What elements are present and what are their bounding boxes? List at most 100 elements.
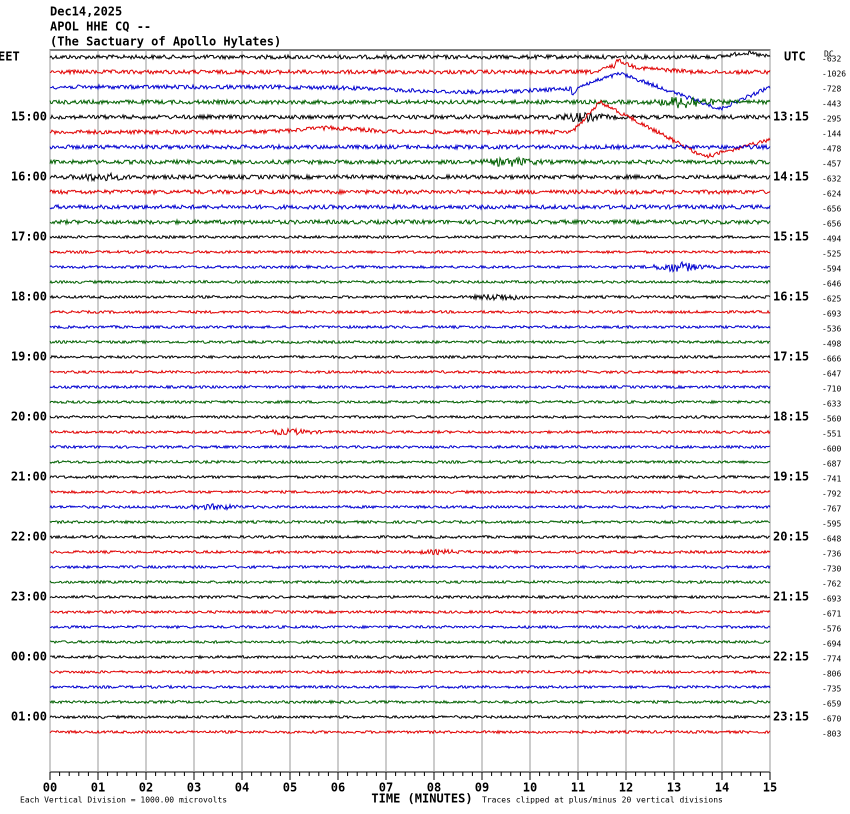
dc-value: -494 [822, 235, 841, 244]
dc-value: -632 [822, 55, 841, 64]
dc-value: -560 [822, 415, 841, 424]
trace [49, 399, 771, 405]
left-time: 20:00 [11, 410, 47, 424]
trace [49, 534, 770, 540]
dc-value: -728 [822, 85, 841, 94]
dc-value: -710 [822, 385, 841, 394]
trace [49, 324, 771, 330]
x-tick-label: 00 [43, 781, 57, 795]
dc-value: -624 [822, 190, 841, 199]
right-label: UTC [784, 50, 806, 64]
left-time: 23:00 [11, 590, 47, 604]
right-time: 17:15 [773, 350, 809, 364]
right-time: 20:15 [773, 530, 809, 544]
dc-value: -647 [822, 370, 841, 379]
title-line: APOL HHE CQ -- [50, 20, 151, 34]
x-tick-label: 05 [283, 781, 297, 795]
trace [49, 96, 771, 109]
trace [49, 234, 771, 240]
dc-value: -625 [822, 295, 841, 304]
x-tick-label: 01 [91, 781, 105, 795]
x-tick-label: 14 [715, 781, 729, 795]
dc-value: -694 [822, 640, 841, 649]
dc-value: -767 [822, 505, 841, 514]
dc-value: -648 [822, 535, 841, 544]
trace [49, 519, 771, 525]
x-tick-label: 12 [619, 781, 633, 795]
trace [49, 684, 771, 690]
trace [49, 218, 771, 226]
dc-value: -443 [822, 100, 841, 109]
x-tick-label: 03 [187, 781, 201, 795]
trace [49, 427, 771, 436]
trace [49, 99, 771, 159]
trace [49, 279, 771, 285]
trace [49, 414, 771, 420]
dc-value: -551 [822, 430, 841, 439]
trace [49, 384, 771, 390]
plot-frame [49, 49, 771, 773]
trace [49, 369, 771, 375]
left-time: 19:00 [11, 350, 47, 364]
dc-value: -633 [822, 400, 841, 409]
dc-value: -735 [822, 685, 841, 694]
trace [49, 609, 771, 615]
x-tick-label: 09 [475, 781, 489, 795]
dc-value: -576 [822, 625, 841, 634]
trace [49, 564, 771, 570]
trace [49, 654, 771, 660]
dc-value: -774 [822, 655, 841, 664]
trace [49, 474, 771, 480]
left-label: EET [0, 50, 20, 64]
trace [49, 354, 771, 360]
trace [49, 58, 771, 76]
x-tick-label: 02 [139, 781, 153, 795]
dc-value: -656 [822, 220, 841, 229]
dc-value: -536 [822, 325, 841, 334]
dc-value: -693 [822, 310, 841, 319]
title-line: Dec14,2025 [50, 5, 122, 19]
dc-value: -659 [822, 700, 841, 709]
trace [49, 249, 771, 255]
trace [49, 502, 771, 511]
dc-value: -741 [822, 475, 841, 484]
left-time: 21:00 [11, 470, 47, 484]
trace [49, 339, 771, 345]
dc-value: -671 [822, 610, 841, 619]
dc-value: -762 [822, 580, 841, 589]
x-tick-label: 13 [667, 781, 681, 795]
trace [49, 171, 771, 183]
trace [49, 293, 771, 302]
trace [49, 50, 771, 61]
dc-value: -736 [822, 550, 841, 559]
trace [49, 714, 771, 720]
dc-value: -646 [822, 280, 841, 289]
dc-value: -600 [822, 445, 841, 454]
x-axis-label: TIME (MINUTES) [371, 792, 472, 806]
trace [49, 699, 771, 705]
left-time: 00:00 [11, 650, 47, 664]
x-tick-label: 08 [427, 781, 441, 795]
trace [49, 547, 771, 556]
trace [49, 111, 771, 124]
left-time: 18:00 [11, 290, 47, 304]
dc-value: -478 [822, 145, 841, 154]
x-tick-label: 07 [379, 781, 393, 795]
trace [49, 260, 771, 273]
trace [49, 155, 771, 167]
dc-label: DC [824, 50, 834, 59]
right-time: 15:15 [773, 230, 809, 244]
trace [49, 143, 771, 151]
dc-value: -803 [822, 730, 841, 739]
dc-value: -656 [822, 205, 841, 214]
trace [49, 489, 771, 495]
trace [50, 639, 771, 645]
dc-value: -693 [822, 595, 841, 604]
trace [49, 594, 771, 600]
x-tick-label: 11 [571, 781, 585, 795]
trace [49, 579, 771, 585]
trace [49, 203, 771, 211]
dc-value: -687 [822, 460, 841, 469]
left-time: 22:00 [11, 530, 47, 544]
